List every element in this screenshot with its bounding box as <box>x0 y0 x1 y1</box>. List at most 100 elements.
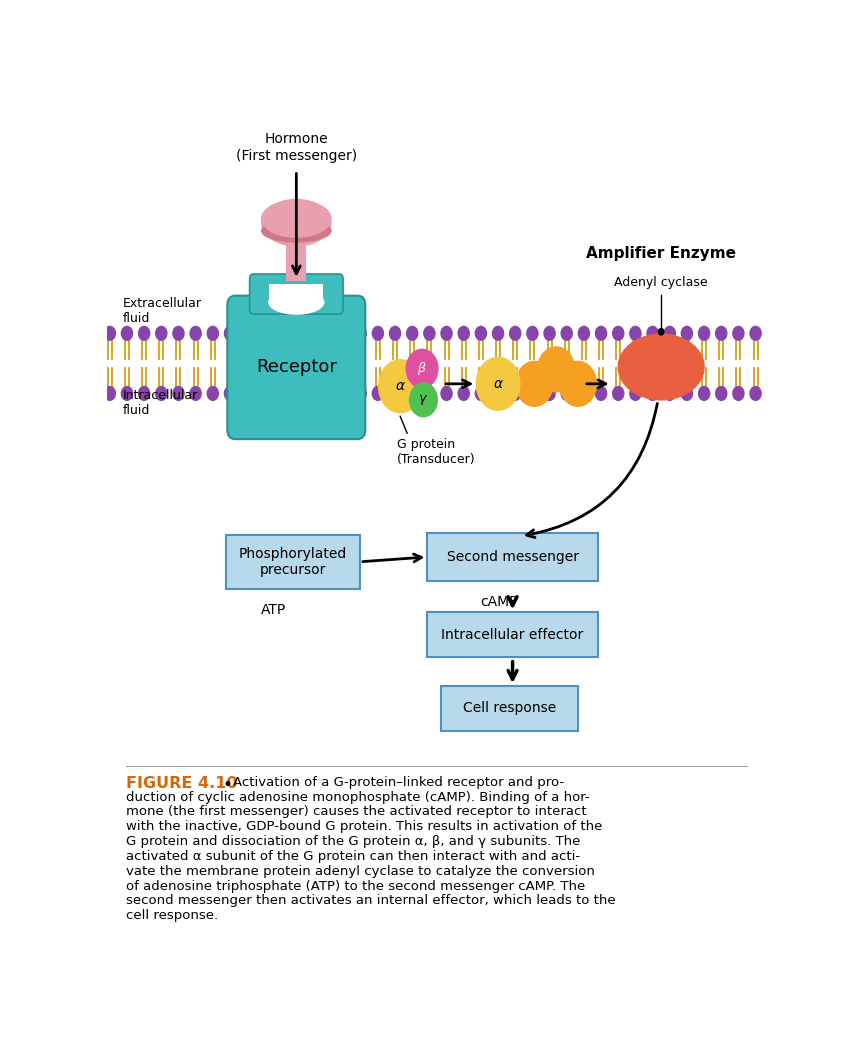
Circle shape <box>612 386 625 401</box>
Circle shape <box>354 386 367 401</box>
Circle shape <box>475 386 487 401</box>
Circle shape <box>612 326 625 341</box>
Text: ATP: ATP <box>261 604 286 617</box>
Circle shape <box>104 326 116 341</box>
Circle shape <box>475 326 487 341</box>
Circle shape <box>155 386 168 401</box>
Circle shape <box>698 326 711 341</box>
Text: cell response.: cell response. <box>126 909 218 922</box>
Circle shape <box>560 361 596 406</box>
Ellipse shape <box>262 220 331 242</box>
Text: $\beta$: $\beta$ <box>417 360 427 377</box>
Text: G protein and dissociation of the G protein α, β, and γ subunits. The: G protein and dissociation of the G prot… <box>126 835 581 848</box>
Circle shape <box>189 386 202 401</box>
FancyBboxPatch shape <box>226 534 360 589</box>
FancyBboxPatch shape <box>428 533 598 581</box>
Circle shape <box>578 326 590 341</box>
Circle shape <box>629 386 642 401</box>
Circle shape <box>749 326 762 341</box>
Circle shape <box>423 326 435 341</box>
Circle shape <box>664 326 676 341</box>
Circle shape <box>121 386 133 401</box>
Circle shape <box>354 326 367 341</box>
Circle shape <box>527 386 538 401</box>
Circle shape <box>138 326 151 341</box>
Bar <box>286 243 306 281</box>
Circle shape <box>561 326 573 341</box>
Circle shape <box>698 386 711 401</box>
Text: Receptor: Receptor <box>256 358 337 377</box>
Text: Intracellular effector: Intracellular effector <box>441 628 584 641</box>
Circle shape <box>410 383 437 416</box>
Circle shape <box>578 386 590 401</box>
Text: Intracellular
fluid: Intracellular fluid <box>123 389 199 417</box>
Circle shape <box>172 386 185 401</box>
Text: G protein
(Transducer): G protein (Transducer) <box>397 437 475 465</box>
Circle shape <box>732 326 745 341</box>
Text: FIGURE 4.10: FIGURE 4.10 <box>126 776 238 791</box>
Circle shape <box>681 326 694 341</box>
Text: mone (the first messenger) causes the activated receptor to interact: mone (the first messenger) causes the ac… <box>126 806 587 818</box>
Text: Hormone
(First messenger): Hormone (First messenger) <box>236 132 357 162</box>
Circle shape <box>715 326 728 341</box>
Circle shape <box>155 326 168 341</box>
FancyBboxPatch shape <box>440 686 578 731</box>
Circle shape <box>389 326 401 341</box>
Circle shape <box>224 326 236 341</box>
Circle shape <box>104 386 116 401</box>
Circle shape <box>595 386 607 401</box>
FancyBboxPatch shape <box>250 274 343 314</box>
Circle shape <box>458 326 470 341</box>
Circle shape <box>492 386 504 401</box>
Circle shape <box>715 386 728 401</box>
Circle shape <box>189 326 202 341</box>
Circle shape <box>749 386 762 401</box>
Bar <box>269 283 323 304</box>
Circle shape <box>378 360 422 412</box>
Circle shape <box>440 386 452 401</box>
Text: activated α subunit of the G protein can then interact with and acti-: activated α subunit of the G protein can… <box>126 849 580 863</box>
Circle shape <box>515 361 553 406</box>
Circle shape <box>476 357 520 410</box>
Text: $\gamma$: $\gamma$ <box>418 392 429 407</box>
Text: Cell response: Cell response <box>463 702 556 715</box>
Text: Extracellular
fluid: Extracellular fluid <box>123 297 202 325</box>
Circle shape <box>509 386 521 401</box>
Text: with the inactive, GDP-bound G protein. This results in activation of the: with the inactive, GDP-bound G protein. … <box>126 820 602 833</box>
Text: $\alpha$: $\alpha$ <box>394 379 406 393</box>
Circle shape <box>389 386 401 401</box>
Circle shape <box>138 386 151 401</box>
Circle shape <box>371 386 384 401</box>
Circle shape <box>440 326 452 341</box>
Text: Second messenger: Second messenger <box>446 550 579 564</box>
Circle shape <box>595 326 607 341</box>
Circle shape <box>664 386 676 401</box>
Circle shape <box>647 326 659 341</box>
Ellipse shape <box>619 334 704 400</box>
Text: Adenyl cyclase: Adenyl cyclase <box>614 276 708 289</box>
Text: of adenosine triphosphate (ATP) to the second messenger cAMP. The: of adenosine triphosphate (ATP) to the s… <box>126 880 585 892</box>
Circle shape <box>527 326 538 341</box>
Text: $\alpha$: $\alpha$ <box>492 377 504 390</box>
Text: second messenger then activates an internal effector, which leads to the: second messenger then activates an inter… <box>126 894 616 908</box>
Text: cAMP: cAMP <box>481 595 518 609</box>
Circle shape <box>458 386 470 401</box>
Text: Activation of a G-protein–linked receptor and pro-: Activation of a G-protein–linked recepto… <box>233 776 564 789</box>
Text: vate the membrane protein adenyl cyclase to catalyze the conversion: vate the membrane protein adenyl cyclase… <box>126 865 596 878</box>
Ellipse shape <box>269 290 324 314</box>
Circle shape <box>206 386 219 401</box>
Text: •: • <box>222 776 232 794</box>
FancyBboxPatch shape <box>227 296 366 439</box>
Circle shape <box>659 329 664 335</box>
Circle shape <box>561 386 573 401</box>
Circle shape <box>647 386 659 401</box>
Circle shape <box>492 326 504 341</box>
Circle shape <box>224 386 236 401</box>
Circle shape <box>544 326 556 341</box>
Ellipse shape <box>262 200 331 237</box>
FancyBboxPatch shape <box>428 612 598 657</box>
Circle shape <box>172 326 185 341</box>
Circle shape <box>538 347 574 391</box>
Circle shape <box>629 326 642 341</box>
Ellipse shape <box>262 200 331 246</box>
